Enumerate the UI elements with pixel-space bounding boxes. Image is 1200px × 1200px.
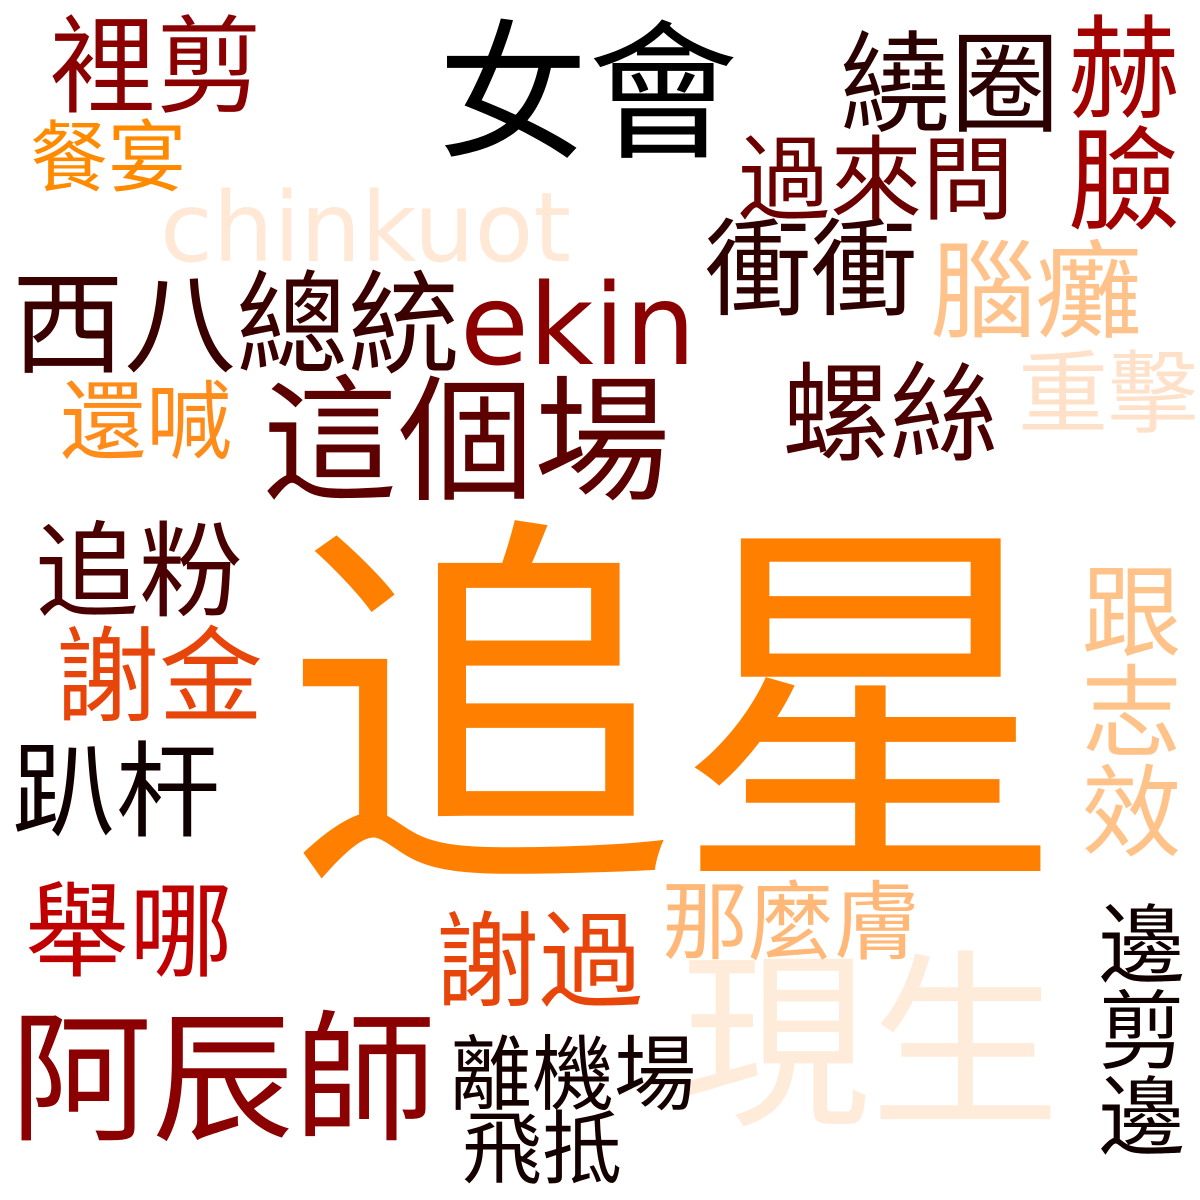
- word-zhuixing: 追星: [285, 488, 1065, 942]
- word-naotan: 腦癱: [930, 231, 1142, 354]
- word-xiansheng: 現生: [680, 934, 1061, 1155]
- word-lijian: 裡剪: [50, 6, 262, 129]
- word-haihan: 還喊: [60, 373, 232, 473]
- word-zhuifen: 追粉: [35, 511, 244, 633]
- word-zhegechang: 這個場: [262, 364, 670, 522]
- word-raoquan: 繞圈: [840, 21, 1060, 149]
- word-pagan: 趴杆: [12, 731, 221, 853]
- word-namefu: 那麼膚: [662, 873, 920, 973]
- word-bianjianbian: 邊剪邊: [1083, 900, 1183, 1158]
- word-chongchong: 衝衝: [705, 209, 917, 332]
- word-genzhixiao: 跟志效: [1064, 560, 1181, 860]
- word-xieguo: 謝過: [435, 901, 644, 1023]
- word-xiejin: 謝金: [55, 616, 264, 738]
- word-achenshi: 阿辰師: [10, 998, 436, 1163]
- word-canyan: 餐宴: [30, 114, 187, 204]
- word-feidi: 飛抵: [462, 1103, 622, 1196]
- word-juna: 舉哪: [25, 871, 234, 993]
- word-lijichang: 離機場: [450, 1028, 697, 1123]
- word-zhongji: 重擊: [1018, 342, 1198, 447]
- word-luosi: 螺絲: [782, 353, 999, 478]
- word-ekin: ekin: [460, 261, 696, 391]
- word-xiba-zongtong: 西八總統: [12, 261, 460, 391]
- word-nvhui: 女會: [438, 8, 739, 182]
- word-helian: 赫臉: [1049, 10, 1179, 234]
- word-guolaiwen: 過來問: [738, 127, 1015, 234]
- word-chinkuot: chinkuot: [160, 172, 571, 284]
